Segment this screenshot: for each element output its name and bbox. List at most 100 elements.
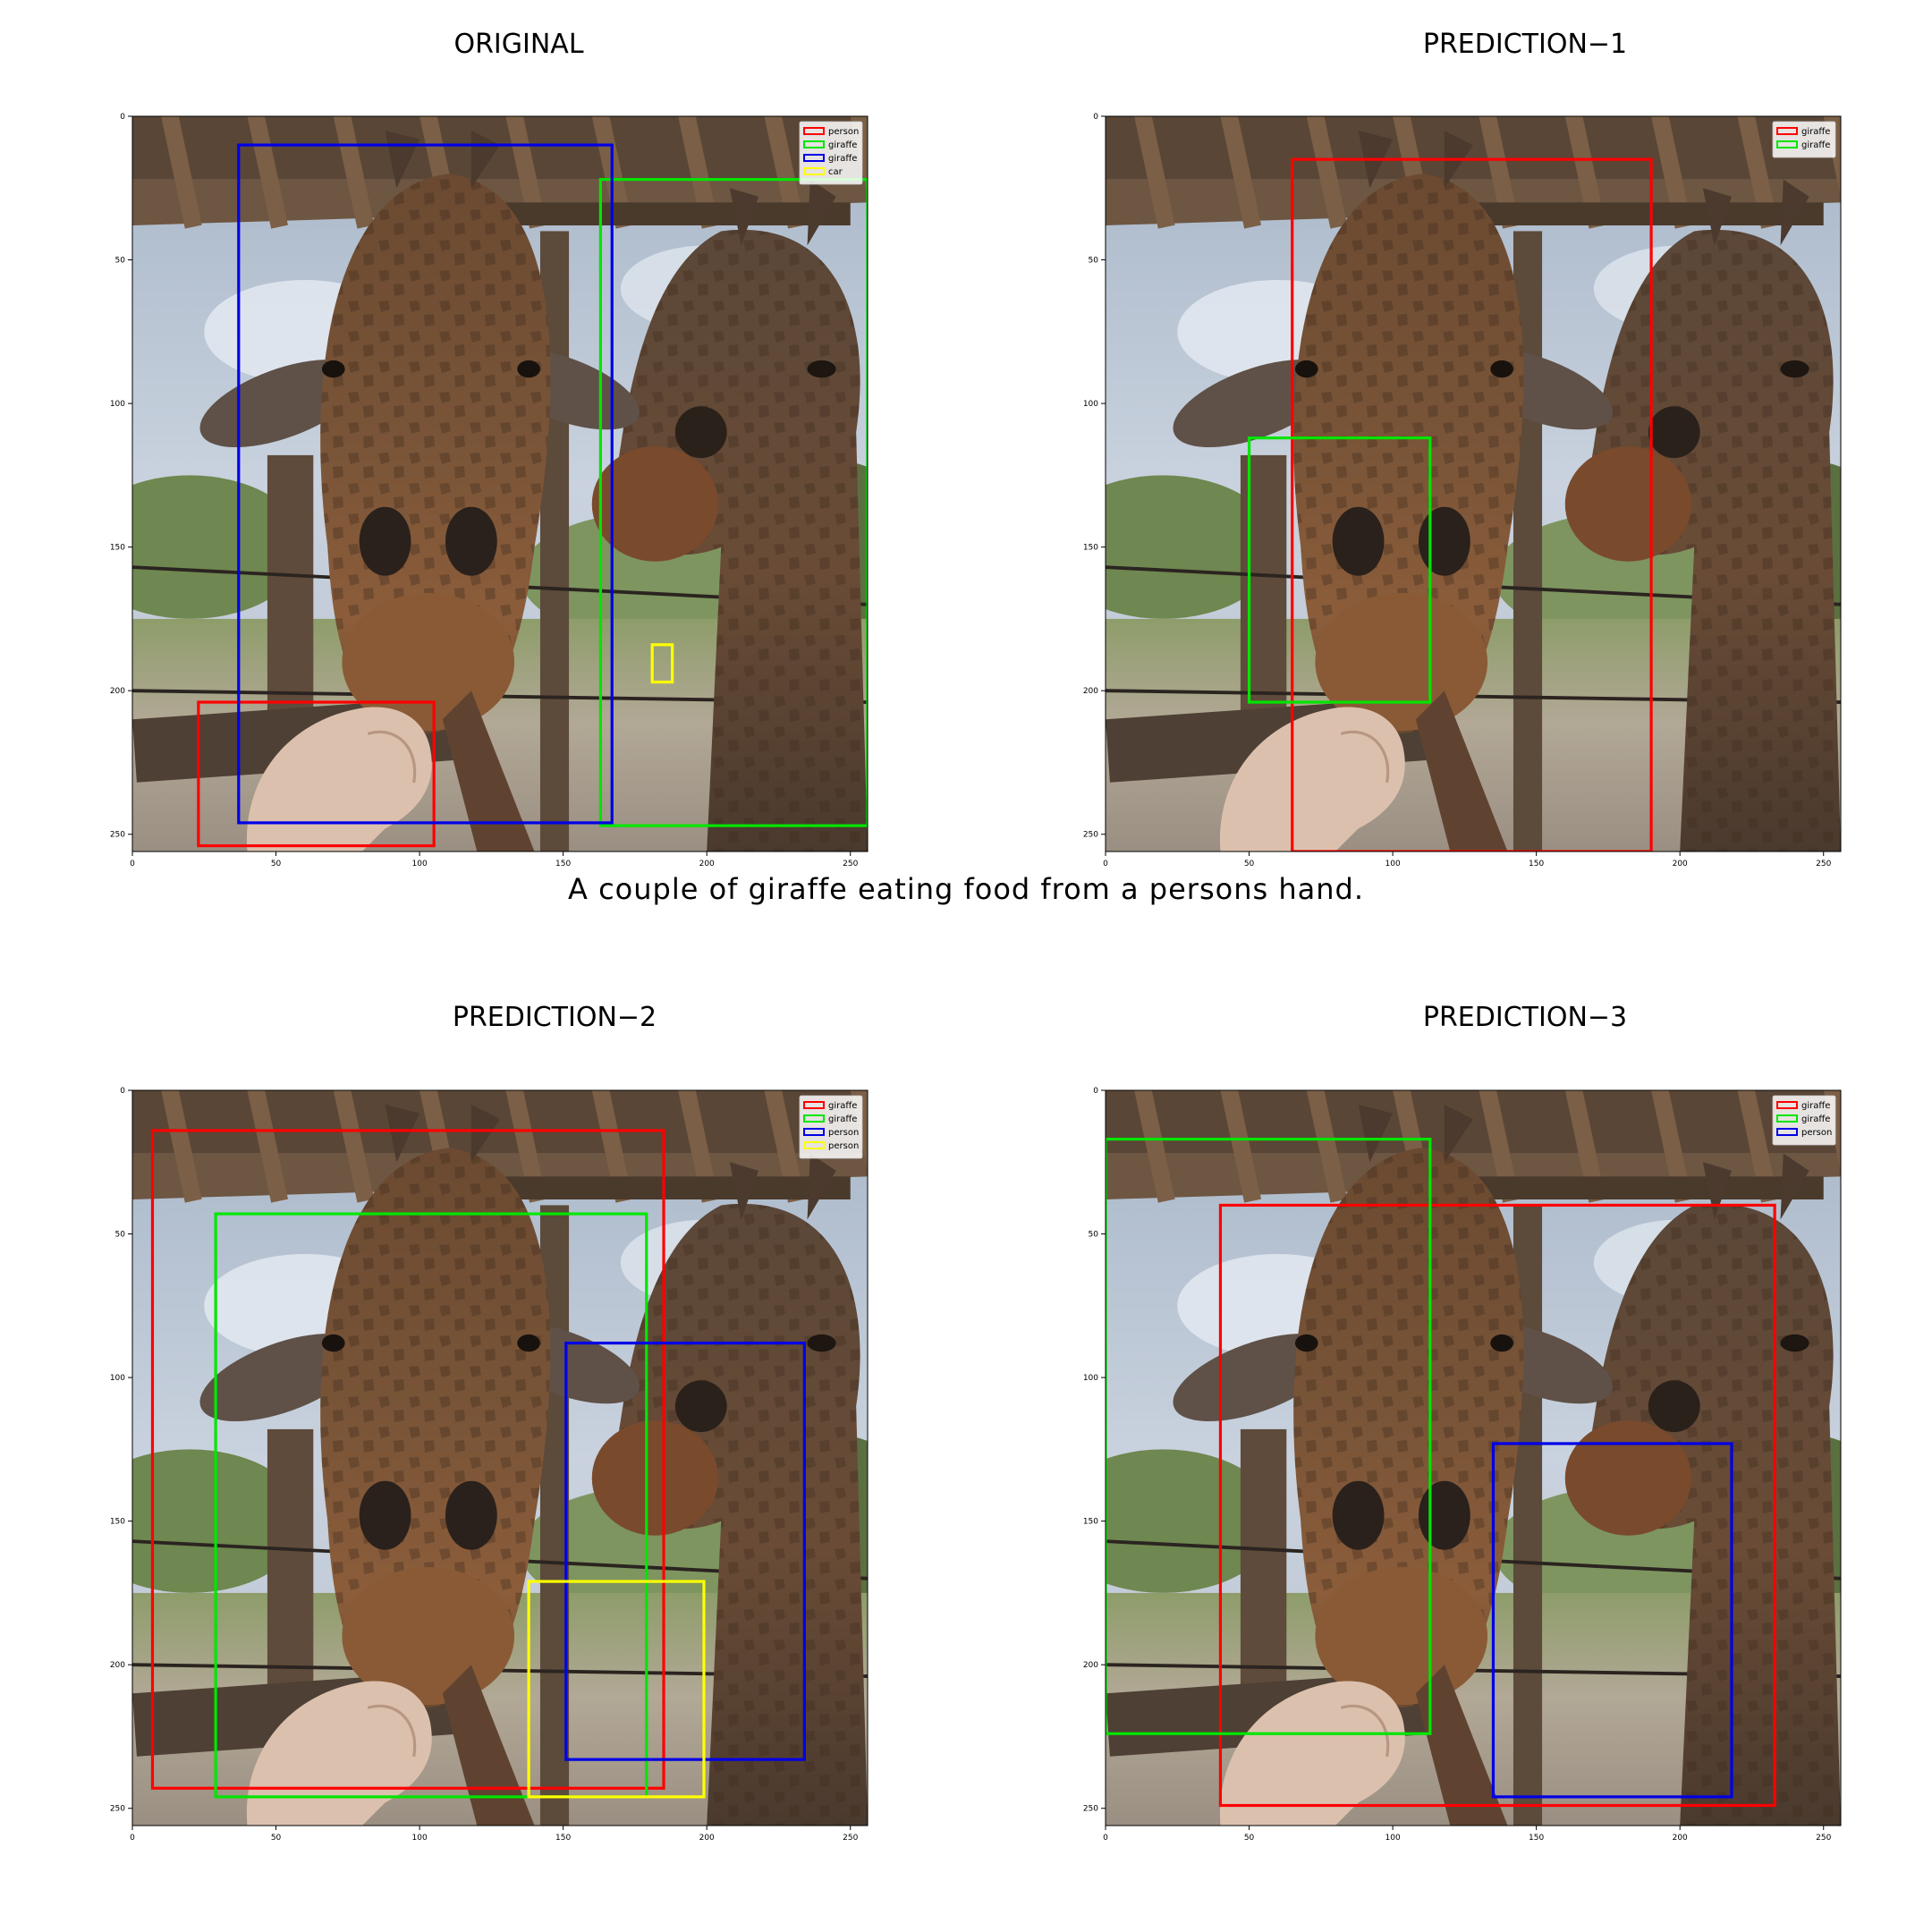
y-tick-label: 200 — [1083, 1661, 1098, 1670]
x-tick-label: 50 — [271, 860, 282, 869]
legend-label: giraffe — [1801, 1101, 1830, 1111]
panel-prediction-3: 005050100100150150200200250250giraffegir… — [1083, 1087, 1842, 1843]
axes-frame — [1105, 1089, 1842, 1826]
legend-label: giraffe — [828, 154, 857, 164]
bbox-giraffe-green — [1247, 436, 1432, 704]
legend-label: giraffe — [828, 1114, 857, 1124]
x-tick-label: 100 — [1385, 860, 1401, 869]
bbox-car-yellow — [650, 643, 674, 684]
bbox-giraffe-green — [1106, 1137, 1432, 1735]
legend-swatch-green — [803, 1114, 825, 1123]
legend-label: car — [828, 167, 843, 177]
legend-label: giraffe — [1801, 1114, 1830, 1124]
x-tick-label: 100 — [412, 1834, 428, 1843]
legend-swatch-red — [1776, 127, 1798, 135]
legend-label: person — [828, 127, 859, 137]
legend-label: giraffe — [1801, 140, 1830, 150]
x-tick-label: 250 — [1816, 1834, 1831, 1843]
bbox-giraffe-red — [1291, 157, 1653, 852]
y-tick-label: 0 — [1093, 1087, 1098, 1096]
x-tick-label: 50 — [1244, 1834, 1255, 1843]
legend: giraffe giraffe person person — [799, 1095, 863, 1159]
legend-swatch-blue — [803, 1128, 825, 1136]
x-tick-label: 150 — [555, 860, 571, 869]
legend-swatch-blue — [1776, 1128, 1798, 1136]
x-tick-label: 200 — [1673, 860, 1688, 869]
legend: giraffe giraffe — [1772, 121, 1836, 158]
x-tick-label: 200 — [699, 860, 715, 869]
x-tick-label: 0 — [1103, 860, 1108, 869]
panel-title-original: ORIGINAL — [453, 29, 584, 60]
giraffe-front — [1173, 1105, 1613, 1826]
panel-prediction-1: 005050100100150150200200250250giraffegir… — [1083, 113, 1842, 869]
legend-swatch-green — [1776, 1114, 1798, 1123]
x-tick-label: 50 — [271, 1834, 282, 1843]
bbox-giraffe-blue — [237, 143, 614, 825]
giraffe-right — [1564, 179, 1841, 852]
giraffe-photo — [132, 1090, 868, 1826]
y-tick-label: 200 — [110, 1661, 125, 1670]
axes-frame — [131, 115, 869, 852]
legend-label: giraffe — [1801, 127, 1830, 137]
bbox-person-yellow — [527, 1580, 706, 1799]
x-tick-label: 200 — [1673, 1834, 1688, 1843]
y-tick-label: 150 — [110, 1518, 125, 1527]
axes-frame — [131, 1089, 869, 1826]
giraffe-photo — [1106, 1090, 1841, 1826]
y-tick-label: 50 — [1089, 257, 1099, 266]
x-tick-label: 100 — [412, 860, 428, 869]
y-tick-label: 100 — [1083, 400, 1098, 409]
legend-label: person — [828, 1128, 859, 1138]
x-tick-label: 0 — [130, 1834, 135, 1843]
person-hand — [1219, 1681, 1405, 1826]
giraffe-front — [199, 131, 640, 852]
y-tick-label: 0 — [120, 113, 125, 122]
y-tick-label: 150 — [1083, 1518, 1098, 1527]
x-tick-label: 0 — [1103, 1834, 1108, 1843]
giraffe-right — [591, 179, 868, 852]
x-tick-label: 50 — [1244, 860, 1255, 869]
legend-swatch-yellow — [803, 1141, 825, 1149]
legend: giraffe giraffe person — [1772, 1095, 1836, 1146]
panel-prediction-2: 005050100100150150200200250250giraffegir… — [110, 1087, 869, 1843]
legend-swatch-green — [1776, 140, 1798, 148]
person-hand — [1219, 707, 1405, 852]
giraffe-right — [1564, 1153, 1841, 1826]
legend-swatch-blue — [803, 154, 825, 162]
bbox-giraffe-red — [1218, 1203, 1776, 1808]
y-tick-label: 50 — [1089, 1231, 1099, 1240]
giraffe-front — [199, 1105, 640, 1826]
legend-swatch-red — [803, 127, 825, 135]
y-tick-label: 250 — [110, 831, 125, 840]
x-tick-label: 0 — [130, 860, 135, 869]
panel-original: 0 0 50 50 100 100 150 150 200 200 250 250 person gira… — [110, 113, 869, 869]
y-tick-label: 100 — [110, 400, 125, 409]
axes-frame — [1105, 115, 1842, 852]
y-tick-label: 250 — [110, 1805, 125, 1814]
panel-title-prediction-3: PREDICTION−3 — [1422, 1002, 1628, 1033]
bbox-person-blue — [564, 1341, 806, 1761]
y-tick-label: 0 — [1093, 113, 1098, 122]
bbox-giraffe-green — [598, 178, 868, 827]
legend-swatch-red — [803, 1101, 825, 1109]
legend-label: giraffe — [828, 140, 857, 150]
x-tick-label: 250 — [843, 1834, 858, 1843]
x-tick-label: 250 — [1816, 860, 1831, 869]
x-tick-label: 150 — [555, 1834, 571, 1843]
legend-swatch-red — [1776, 1101, 1798, 1109]
y-tick-label: 0 — [120, 1087, 125, 1096]
legend-label: person — [1801, 1128, 1832, 1138]
giraffe-photo — [1106, 116, 1841, 852]
y-tick-label: 250 — [1083, 1805, 1098, 1814]
y-tick-label: 200 — [110, 687, 125, 696]
y-tick-label: 50 — [115, 257, 126, 266]
y-tick-label: 250 — [1083, 831, 1098, 840]
y-tick-label: 200 — [1083, 687, 1098, 696]
y-tick-label: 100 — [110, 1374, 125, 1383]
caption-text: A couple of giraffe eating food from a p… — [568, 872, 1364, 906]
x-tick-label: 100 — [1385, 1834, 1401, 1843]
panel-title-prediction-2: PREDICTION−2 — [452, 1002, 657, 1033]
legend-label: person — [828, 1141, 859, 1151]
y-tick-label: 50 — [115, 1231, 126, 1240]
y-tick-label: 100 — [1083, 1374, 1098, 1383]
